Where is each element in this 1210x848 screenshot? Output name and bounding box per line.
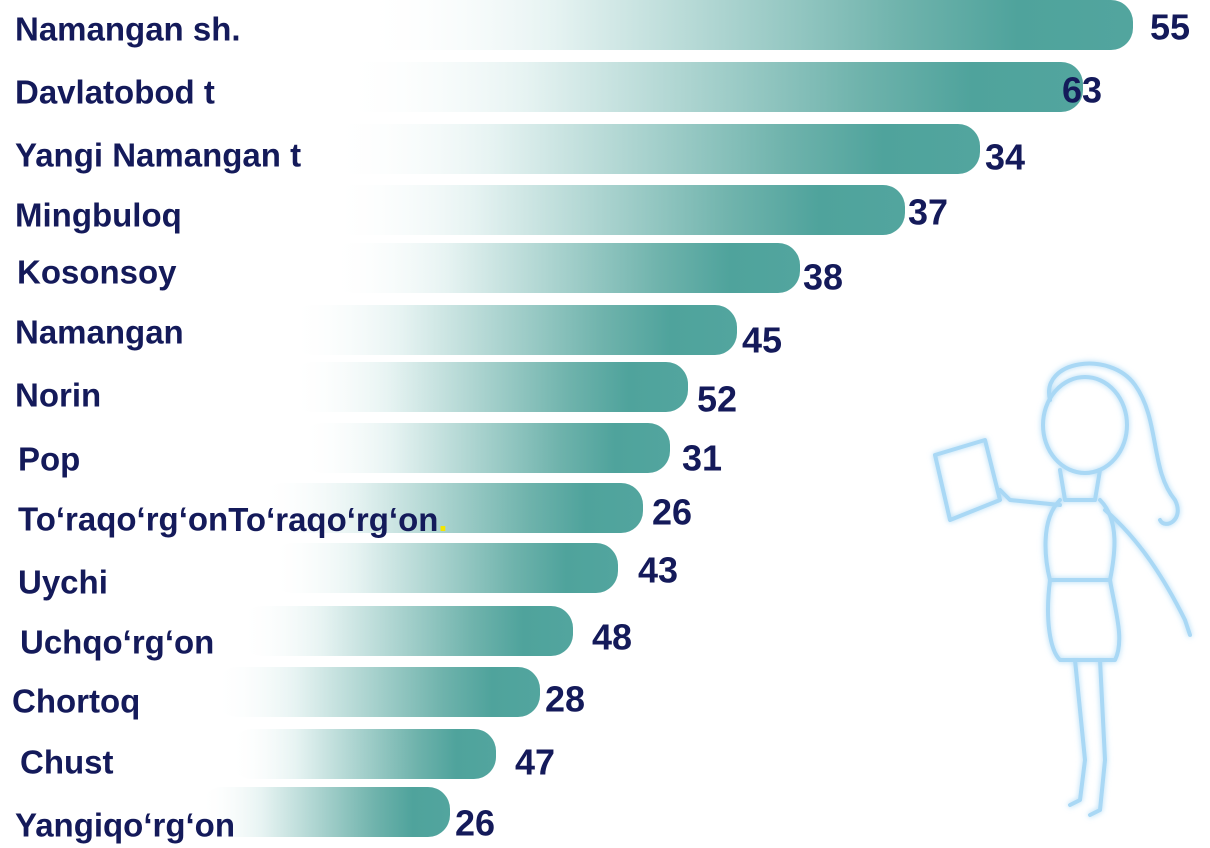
row-value: 63: [1062, 70, 1102, 111]
row-value: 37: [908, 192, 948, 233]
bar: [200, 787, 450, 837]
row-label: Uchqo‘rg‘on: [20, 624, 214, 661]
row-value: 31: [682, 438, 722, 479]
row-label: To‘raqo‘rg‘onTo‘raqo‘rg‘on.: [18, 501, 448, 538]
row-label: Uychi: [18, 564, 108, 601]
accent-dot: .: [438, 501, 447, 538]
illustration: [933, 361, 1192, 817]
row-value: 48: [592, 617, 632, 658]
bar: [300, 423, 670, 473]
row-label: Namangan: [15, 314, 184, 351]
bar: [215, 667, 540, 717]
row-label: Norin: [15, 377, 101, 414]
row-value: 28: [545, 679, 585, 720]
row-label-text: To‘raqo‘rg‘on: [228, 501, 438, 538]
row-value: 43: [638, 550, 678, 591]
bars: [200, 0, 1133, 837]
bar: [240, 606, 573, 656]
row-value: 47: [515, 742, 555, 783]
row-value: 45: [742, 320, 782, 361]
bar: [360, 0, 1133, 50]
row-label: Chust: [20, 744, 114, 781]
bar: [340, 62, 1083, 112]
bar: [290, 305, 737, 355]
row-value: 26: [652, 492, 692, 533]
row-label: Yangi Namangan t: [15, 137, 301, 174]
bar: [290, 362, 688, 412]
row-value: 52: [697, 379, 737, 420]
row-value: 26: [455, 803, 495, 844]
row-label: Chortoq: [12, 683, 140, 720]
row-label: Yangiqo‘rg‘on: [15, 807, 235, 844]
bar: [260, 483, 643, 533]
bar: [330, 243, 800, 293]
row-value: 38: [803, 257, 843, 298]
bar: [270, 543, 618, 593]
row-label: Mingbuloq: [15, 197, 182, 234]
bar: [230, 729, 496, 779]
row-label: Pop: [18, 441, 80, 478]
row-label: Davlatobod t: [15, 74, 215, 111]
row-label: Namangan sh.: [15, 11, 241, 48]
row-label: Kosonsoy: [17, 254, 177, 291]
row-value: 55: [1150, 7, 1190, 48]
bar: [330, 124, 980, 174]
row-value: 34: [985, 137, 1025, 178]
bar: [330, 185, 905, 235]
